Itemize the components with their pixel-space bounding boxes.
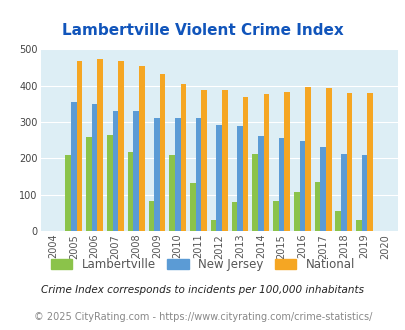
Text: Crime Index corresponds to incidents per 100,000 inhabitants: Crime Index corresponds to incidents per… — [41, 285, 364, 295]
Bar — [325, 88, 331, 231]
Bar — [257, 136, 263, 231]
Bar — [118, 61, 124, 231]
Bar — [148, 201, 154, 231]
Bar — [263, 94, 269, 231]
Bar — [210, 220, 216, 231]
Bar — [133, 111, 139, 231]
Bar — [340, 154, 346, 231]
Bar — [278, 138, 284, 231]
Bar — [314, 182, 320, 231]
Bar — [128, 152, 133, 231]
Bar — [299, 141, 305, 231]
Bar — [169, 155, 175, 231]
Bar — [139, 66, 144, 231]
Bar — [273, 201, 278, 231]
Text: © 2025 CityRating.com - https://www.cityrating.com/crime-statistics/: © 2025 CityRating.com - https://www.city… — [34, 312, 371, 322]
Bar — [190, 183, 195, 231]
Bar — [97, 59, 103, 231]
Bar — [355, 220, 361, 231]
Bar — [195, 118, 201, 231]
Bar — [305, 86, 310, 231]
Bar — [367, 93, 372, 231]
Bar — [346, 93, 352, 231]
Bar — [180, 84, 185, 231]
Bar — [201, 90, 207, 231]
Bar — [237, 126, 242, 231]
Bar — [175, 118, 180, 231]
Bar — [65, 155, 71, 231]
Text: Lambertville Violent Crime Index: Lambertville Violent Crime Index — [62, 23, 343, 38]
Bar — [293, 192, 299, 231]
Bar — [86, 137, 92, 231]
Bar — [252, 154, 257, 231]
Bar — [77, 61, 82, 231]
Bar — [320, 147, 325, 231]
Bar — [71, 102, 77, 231]
Legend: Lambertville, New Jersey, National: Lambertville, New Jersey, National — [46, 253, 359, 276]
Bar — [216, 125, 222, 231]
Bar — [284, 92, 289, 231]
Bar — [335, 211, 340, 231]
Bar — [231, 202, 237, 231]
Bar — [154, 118, 159, 231]
Bar — [159, 74, 165, 231]
Bar — [112, 111, 118, 231]
Bar — [242, 97, 248, 231]
Bar — [92, 104, 97, 231]
Bar — [361, 155, 367, 231]
Bar — [107, 135, 112, 231]
Bar — [222, 90, 227, 231]
